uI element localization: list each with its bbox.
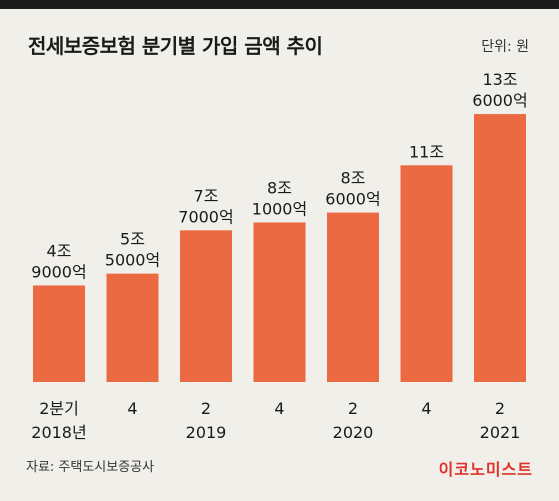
category-label-0-0: 2분기 bbox=[39, 399, 79, 418]
data-label-0-1: 9000억 bbox=[31, 262, 86, 281]
data-label-4-1: 6000억 bbox=[325, 190, 380, 209]
data-label-1-0: 5조 bbox=[120, 230, 145, 249]
category-label-2-1: 2019 bbox=[186, 423, 227, 442]
category-label-6-1: 2021 bbox=[480, 423, 521, 442]
data-label-3-0: 8조 bbox=[267, 178, 292, 197]
data-label-1-1: 5000억 bbox=[105, 251, 160, 270]
data-label-5-0: 11조 bbox=[409, 142, 444, 161]
category-label-4-1: 2020 bbox=[333, 423, 374, 442]
category-label-4-0: 2 bbox=[348, 399, 358, 418]
bar-4 bbox=[327, 212, 379, 382]
data-label-2-0: 7조 bbox=[194, 186, 219, 205]
category-label-5-0: 4 bbox=[421, 399, 431, 418]
category-label-6-0: 2 bbox=[495, 399, 505, 418]
category-label-3-0: 4 bbox=[274, 399, 284, 418]
data-label-6-1: 6000억 bbox=[472, 91, 527, 110]
data-label-6-0: 13조 bbox=[482, 70, 517, 89]
unit-label: 단위: 원 bbox=[481, 39, 529, 55]
data-label-3-1: 1000억 bbox=[252, 199, 307, 218]
bar-0 bbox=[33, 285, 85, 382]
chart-title: 전세보증보험 분기별 가입 금액 추이 bbox=[28, 34, 323, 58]
bar-6 bbox=[474, 114, 526, 382]
category-label-0-1: 2018년 bbox=[31, 423, 86, 442]
category-label-1-0: 4 bbox=[127, 399, 137, 418]
bar-5 bbox=[400, 165, 453, 382]
data-label-4-0: 8조 bbox=[341, 169, 366, 188]
category-label-2-0: 2 bbox=[201, 399, 211, 418]
brand-logo: 이코노미스트 bbox=[438, 460, 533, 479]
data-label-0-0: 4조 bbox=[47, 241, 72, 260]
top-border bbox=[0, 0, 559, 9]
data-label-2-1: 7000억 bbox=[178, 207, 233, 226]
bar-1 bbox=[106, 273, 159, 382]
source-note: 자료: 주택도시보증공사 bbox=[26, 460, 155, 475]
bar-2 bbox=[180, 230, 232, 382]
bar-3 bbox=[253, 222, 306, 382]
